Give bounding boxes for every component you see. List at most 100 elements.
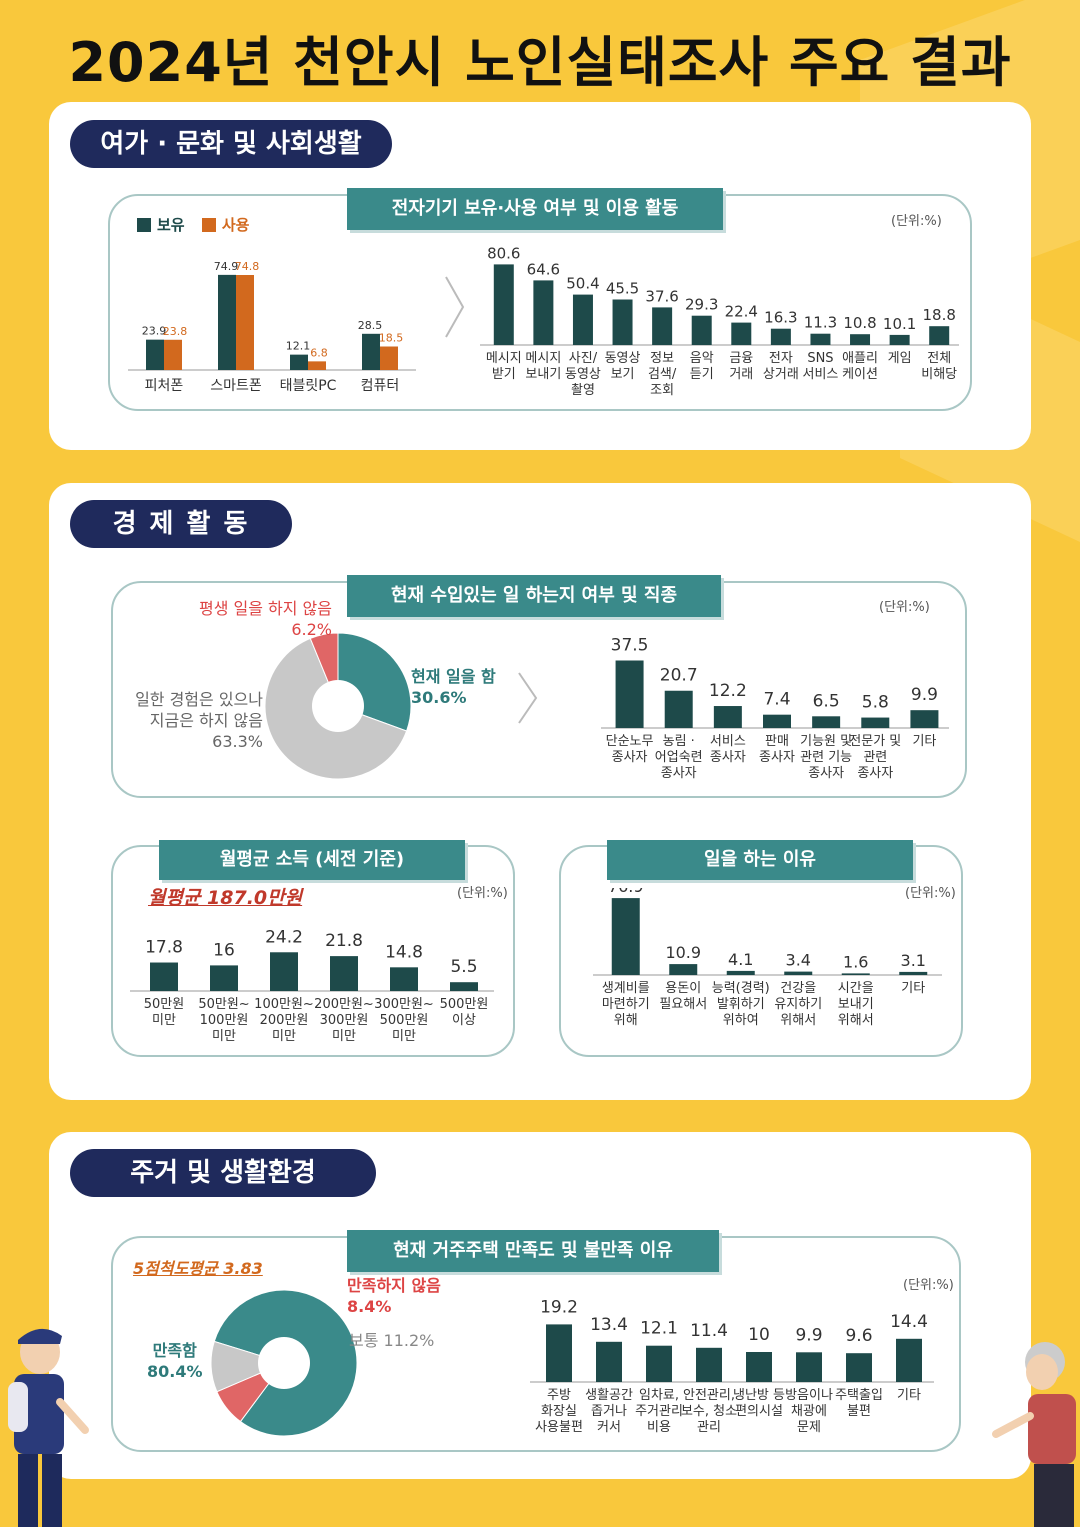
tick-label: 사진/ <box>569 351 598 366</box>
donut-hole <box>258 1337 310 1389</box>
bar <box>664 690 693 728</box>
data-label: 37.6 <box>645 287 678 305</box>
bar <box>713 706 742 728</box>
tick-label: 관련 <box>863 750 887 765</box>
tick-label: 서비스 <box>803 367 839 382</box>
tick-label: 음악 <box>690 351 714 366</box>
tick-label: 기능원 및 <box>800 734 852 749</box>
tick-label: 편의시설 <box>735 1404 783 1419</box>
data-label: 9.9 <box>911 685 938 705</box>
tick-label: 유지하기 <box>774 997 822 1012</box>
tick-label: 능력(경력) <box>712 981 770 996</box>
devices-legend: 보유 사용 <box>137 214 249 235</box>
data-label: 11.3 <box>804 314 837 332</box>
data-label: 5.5 <box>450 957 477 977</box>
sat-value: 80.4% <box>147 1362 203 1381</box>
tick-label: 위해서 <box>780 1013 816 1028</box>
tick-label: 300만원~ <box>374 997 434 1012</box>
bar <box>533 280 554 345</box>
tick-label: 주거관리 <box>635 1404 683 1419</box>
tick-label: 주택출입 <box>835 1388 883 1403</box>
bar <box>746 1352 772 1382</box>
data-label: 11.4 <box>690 1321 728 1341</box>
bar <box>889 334 910 345</box>
bar <box>812 716 841 728</box>
data-label: 7.4 <box>763 690 790 710</box>
tick-label: 금융 <box>729 351 753 366</box>
data-label: 37.5 <box>611 636 649 656</box>
tick-label: 농림 · <box>663 734 695 749</box>
tick-label: 전자 <box>769 351 793 366</box>
unit-label: (단위:%) <box>891 214 942 229</box>
arrow-icon <box>445 276 465 338</box>
bar <box>731 322 752 345</box>
bar <box>763 714 791 728</box>
tick-label: 100만원 <box>200 1013 249 1028</box>
devices-banner: 전자기기 보유·사용 여부 및 이용 활동 <box>347 188 723 230</box>
housing-card: 주거 및 생활환경 현재 거주주택 만족도 및 불만족 이유 (단위:%) 5점… <box>49 1132 1031 1479</box>
data-label: 18.5 <box>379 332 404 345</box>
unit-label: (단위:%) <box>905 886 956 901</box>
data-label: 13.4 <box>590 1315 628 1335</box>
grandmother-illustration <box>992 1342 1076 1527</box>
tick-label: 태블릿PC <box>280 378 337 394</box>
data-label: 14.8 <box>385 942 423 962</box>
bar <box>380 346 398 370</box>
tick-label: 보기 <box>611 367 635 382</box>
bar <box>696 1347 722 1382</box>
arrow-icon <box>518 672 538 724</box>
tick-label: 관리 <box>697 1420 721 1435</box>
tick-label: 문제 <box>797 1420 821 1435</box>
tick-label: 종사자 <box>612 750 648 765</box>
data-label: 6.8 <box>310 346 328 359</box>
income-average: 월평균 187.0만원 <box>148 887 303 909</box>
bar <box>596 1341 622 1382</box>
bar <box>796 1352 822 1382</box>
tick-label: 거래 <box>729 367 753 382</box>
tick-label: 검색/ <box>648 367 677 382</box>
unsat-value: 8.4% <box>347 1297 392 1316</box>
data-label: 10.8 <box>843 314 876 332</box>
unit-label: (단위:%) <box>457 886 508 901</box>
data-label: 23.9 <box>142 325 167 338</box>
bar <box>929 326 950 345</box>
unsat-text: 만족하지 않음 <box>347 1276 441 1295</box>
data-label: 10 <box>748 1325 770 1345</box>
tick-label: 안전관리, <box>683 1388 735 1403</box>
tick-label: 기타 <box>901 981 925 996</box>
tick-label: 주방 <box>547 1388 571 1403</box>
bar <box>726 970 755 975</box>
data-label: 10.1 <box>883 315 916 333</box>
data-label: 74.8 <box>235 260 260 273</box>
tick-label: 용돈이 <box>665 981 701 996</box>
tick-label: 스마트폰 <box>210 378 262 394</box>
pie-label-never: 평생 일을 하지 않음 6.2% <box>192 598 332 640</box>
data-label: 5.8 <box>862 693 889 713</box>
tick-label: 채광에 <box>791 1404 827 1419</box>
bar <box>770 328 791 345</box>
data-label: 17.8 <box>145 938 183 958</box>
tick-label: 불편 <box>847 1404 871 1419</box>
tick-label: 종사자 <box>808 766 844 781</box>
legend-swatch-own <box>137 218 151 232</box>
tick-label: 미만 <box>272 1029 296 1044</box>
tick-label: 화장실 <box>541 1404 577 1419</box>
tick-label: 전문가 및 <box>849 734 901 749</box>
tick-label: 500만원 <box>380 1013 429 1028</box>
tick-label: 마련하기 <box>602 997 650 1012</box>
past-value: 63.3% <box>212 732 263 751</box>
tick-label: 종사자 <box>710 750 746 765</box>
bar <box>612 299 633 345</box>
data-label: 29.3 <box>685 296 718 314</box>
bar <box>270 952 298 991</box>
bar <box>150 962 178 991</box>
tick-label: 발휘하기 <box>717 997 765 1012</box>
tick-label: 받기 <box>492 367 516 382</box>
tick-label: 동영상 <box>605 351 641 366</box>
bar <box>691 315 712 345</box>
tick-label: 위해서 <box>838 1013 874 1028</box>
data-label: 10.9 <box>665 943 701 962</box>
bar <box>841 973 870 975</box>
tick-label: 위하여 <box>723 1013 759 1028</box>
